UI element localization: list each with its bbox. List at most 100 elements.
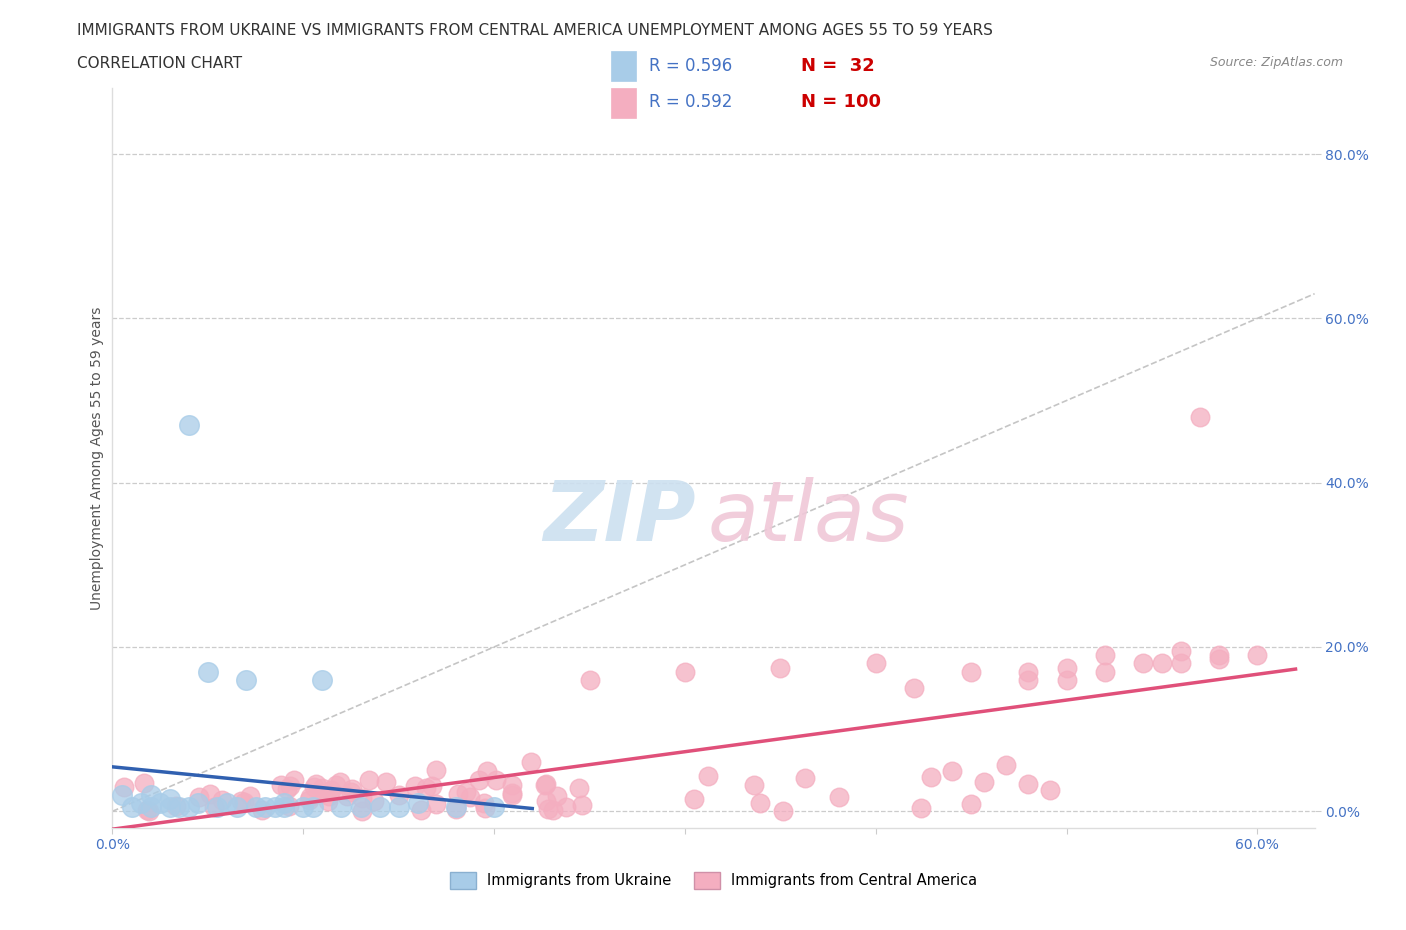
Point — [169, 800, 191, 815]
Text: CORRELATION CHART: CORRELATION CHART — [77, 56, 242, 71]
Point — [973, 775, 995, 790]
Point — [1170, 644, 1192, 658]
Text: IMMIGRANTS FROM UKRAINE VS IMMIGRANTS FROM CENTRAL AMERICA UNEMPLOYMENT AMONG AG: IMMIGRANTS FROM UKRAINE VS IMMIGRANTS FR… — [77, 23, 993, 38]
Point — [235, 672, 257, 687]
Point — [278, 799, 301, 814]
Point — [1189, 409, 1212, 424]
Point — [1056, 672, 1078, 687]
Point — [903, 681, 925, 696]
Point — [177, 418, 200, 432]
Point — [404, 778, 426, 793]
Point — [215, 796, 238, 811]
Point — [501, 777, 523, 792]
Point — [960, 664, 983, 679]
Point — [350, 804, 373, 818]
Point — [254, 800, 277, 815]
Point — [325, 777, 347, 792]
Point — [772, 804, 794, 818]
Point — [270, 777, 292, 792]
Point — [298, 792, 321, 807]
Point — [330, 800, 353, 815]
Text: R = 0.592: R = 0.592 — [650, 93, 733, 111]
Point — [501, 788, 523, 803]
Point — [187, 790, 209, 804]
Point — [245, 800, 267, 815]
Point — [311, 672, 333, 687]
Point — [112, 779, 135, 794]
Point — [744, 778, 766, 793]
Point — [132, 776, 155, 790]
Point — [359, 773, 381, 788]
Text: ZIP: ZIP — [543, 477, 696, 558]
Point — [460, 789, 482, 804]
Point — [138, 804, 160, 818]
Point — [200, 787, 222, 802]
Point — [994, 757, 1017, 772]
Point — [1017, 672, 1039, 687]
Point — [263, 800, 285, 815]
Point — [1017, 664, 1039, 679]
Point — [197, 664, 219, 679]
Point — [1056, 660, 1078, 675]
Point — [534, 777, 557, 792]
Point — [1094, 664, 1116, 679]
Point — [349, 800, 371, 815]
Point — [673, 664, 696, 679]
Bar — [612, 87, 637, 118]
Point — [1017, 777, 1039, 791]
Point — [374, 775, 396, 790]
Point — [340, 784, 363, 799]
Point — [139, 800, 162, 815]
Point — [299, 790, 322, 804]
Text: N =  32: N = 32 — [801, 58, 875, 75]
Point — [159, 800, 181, 815]
Point — [149, 796, 172, 811]
Point — [828, 790, 851, 804]
Point — [388, 788, 411, 803]
Point — [697, 768, 720, 783]
Point — [475, 764, 498, 779]
Text: Source: ZipAtlas.com: Source: ZipAtlas.com — [1209, 56, 1343, 69]
Point — [406, 796, 429, 811]
Bar — [612, 51, 637, 81]
Point — [1132, 656, 1154, 671]
Point — [682, 792, 704, 807]
Point — [273, 796, 295, 811]
Y-axis label: Unemployment Among Ages 55 to 59 years: Unemployment Among Ages 55 to 59 years — [90, 306, 104, 610]
Point — [278, 778, 301, 793]
Point — [207, 800, 229, 815]
Point — [316, 793, 339, 808]
Point — [239, 789, 262, 804]
Text: R = 0.596: R = 0.596 — [650, 58, 733, 75]
Point — [472, 796, 495, 811]
Point — [111, 788, 134, 803]
Point — [368, 800, 391, 815]
Point — [554, 799, 576, 814]
Point — [273, 800, 295, 815]
Point — [211, 792, 233, 807]
Point — [865, 656, 887, 671]
Point — [960, 796, 983, 811]
Point — [1039, 783, 1062, 798]
Point — [121, 800, 143, 815]
Point — [444, 802, 467, 817]
Point — [485, 772, 508, 787]
Point — [415, 780, 437, 795]
Point — [534, 794, 557, 809]
Point — [541, 802, 564, 817]
Point — [536, 777, 558, 791]
Point — [363, 793, 385, 808]
Point — [233, 795, 256, 810]
Point — [941, 764, 963, 779]
Point — [444, 800, 467, 815]
Point — [411, 803, 433, 817]
Point — [454, 784, 477, 799]
Point — [202, 800, 225, 815]
Point — [446, 787, 468, 802]
Point — [910, 801, 932, 816]
Point — [546, 789, 568, 804]
Point — [352, 790, 374, 805]
Point — [283, 773, 305, 788]
Point — [468, 773, 491, 788]
Point — [1208, 647, 1230, 662]
